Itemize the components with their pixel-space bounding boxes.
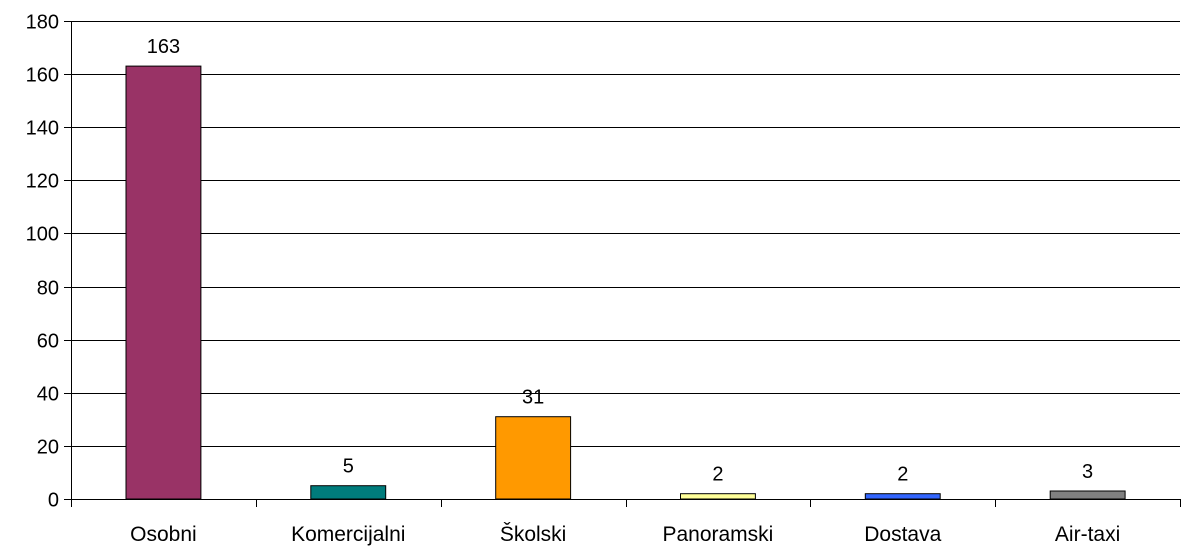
bar-3 bbox=[495, 416, 572, 500]
y-tick-label: 100 bbox=[26, 224, 59, 246]
data-label: 3 bbox=[1082, 461, 1093, 483]
data-label: 5 bbox=[343, 456, 354, 478]
y-tick-label: 40 bbox=[37, 384, 59, 406]
y-tick-label: 20 bbox=[37, 437, 59, 459]
bar-4 bbox=[680, 493, 756, 500]
y-tick-label: 180 bbox=[26, 12, 59, 34]
y-tick-label: 140 bbox=[26, 118, 59, 140]
y-tick-label: 80 bbox=[37, 278, 59, 300]
bars bbox=[125, 65, 1126, 500]
bar-2 bbox=[310, 485, 387, 500]
category-label: Komercijalni bbox=[291, 523, 405, 546]
data-label: 31 bbox=[522, 387, 544, 409]
data-label: 2 bbox=[712, 464, 723, 486]
bar-1 bbox=[125, 65, 202, 500]
data-label: 163 bbox=[147, 36, 180, 58]
bar-5 bbox=[864, 493, 941, 500]
category-label: Panoramski bbox=[662, 523, 773, 546]
y-tick-label: 160 bbox=[26, 65, 59, 87]
gridlines bbox=[71, 21, 1180, 447]
category-label: Dostava bbox=[864, 523, 941, 546]
y-tick-label: 0 bbox=[48, 490, 59, 512]
labels: 0 20 40 60 80 100 120 140 160 180 163 Osobni 5 Komerc… bbox=[26, 12, 1121, 547]
category-label: Školski bbox=[500, 523, 567, 546]
y-tick-label: 120 bbox=[26, 171, 59, 193]
y-tick-label: 60 bbox=[37, 331, 59, 353]
bar-6 bbox=[1049, 490, 1126, 500]
data-label: 2 bbox=[897, 464, 908, 486]
axes bbox=[64, 21, 1181, 507]
category-label: Air-taxi bbox=[1055, 523, 1120, 546]
category-label: Osobni bbox=[130, 523, 197, 546]
